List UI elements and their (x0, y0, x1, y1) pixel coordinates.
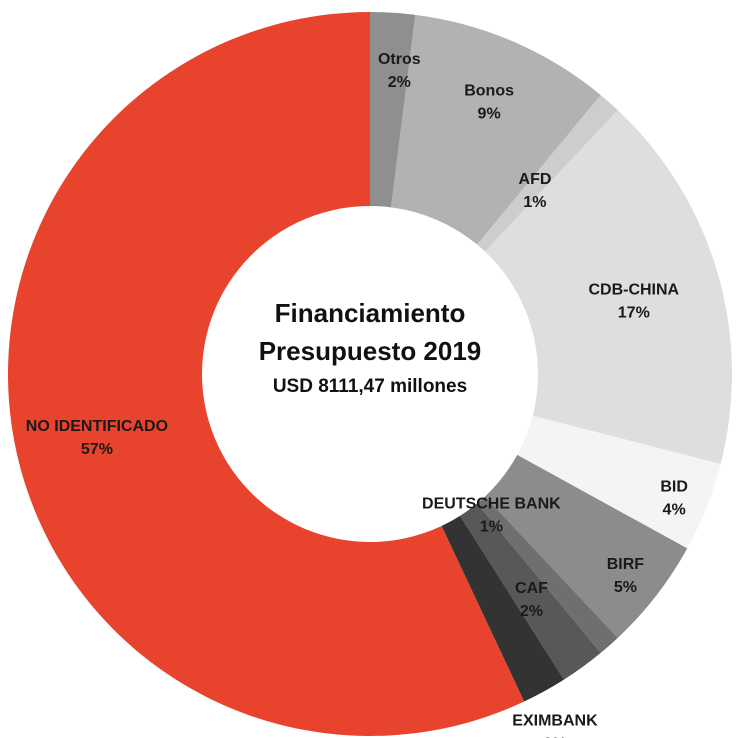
label-no-identificado: NO IDENTIFICADO (26, 418, 168, 435)
slice-afd (477, 95, 618, 252)
value-label-bid: 4% (663, 501, 686, 518)
label-deutsche-bank: DEUTSCHE BANK (422, 496, 561, 513)
slice-caf (460, 503, 601, 680)
slice-birf (485, 454, 688, 638)
chart-title-line1: Financiamiento (275, 298, 466, 328)
slice-no-identificado (8, 12, 525, 736)
center-label: Financiamiento Presupuesto 2019 USD 8111… (259, 298, 482, 397)
slice-bid (517, 415, 721, 549)
slice-deutsche-bank (477, 496, 618, 653)
labels-group: Otros 2% Bonos 9% AFD 1% CDB-CHINA 17% BID 4% BIRF… (26, 51, 688, 738)
label-caf: CAF (515, 580, 548, 597)
value-label-caf: 2% (520, 603, 543, 620)
slice-bonos (391, 14, 601, 245)
label-birf: BIRF (607, 556, 645, 573)
slice-cdb-china (485, 110, 732, 465)
slice-otros (370, 12, 416, 208)
value-label-eximbank: 2% (543, 736, 566, 738)
value-label-afd: 1% (523, 194, 546, 211)
slices-group (8, 12, 732, 736)
value-label-no-identificado: 57% (81, 441, 113, 458)
value-label-cdb-china: 17% (618, 304, 650, 321)
chart-subtitle: USD 8111,47 millones (273, 376, 467, 397)
label-bonos: Bonos (464, 83, 514, 100)
value-label-deutsche-bank: 1% (480, 519, 503, 536)
chart-title-line2: Presupuesto 2019 (259, 336, 482, 366)
value-label-otros: 2% (388, 74, 411, 91)
label-otros: Otros (378, 51, 421, 68)
label-afd: AFD (519, 171, 552, 188)
label-eximbank: EXIMBANK (512, 713, 598, 730)
label-bid: BID (660, 478, 688, 495)
value-label-birf: 5% (614, 579, 637, 596)
value-label-bonos: 9% (478, 106, 501, 123)
slice-eximbank (441, 515, 564, 702)
label-cdb-china: CDB-CHINA (588, 281, 679, 298)
